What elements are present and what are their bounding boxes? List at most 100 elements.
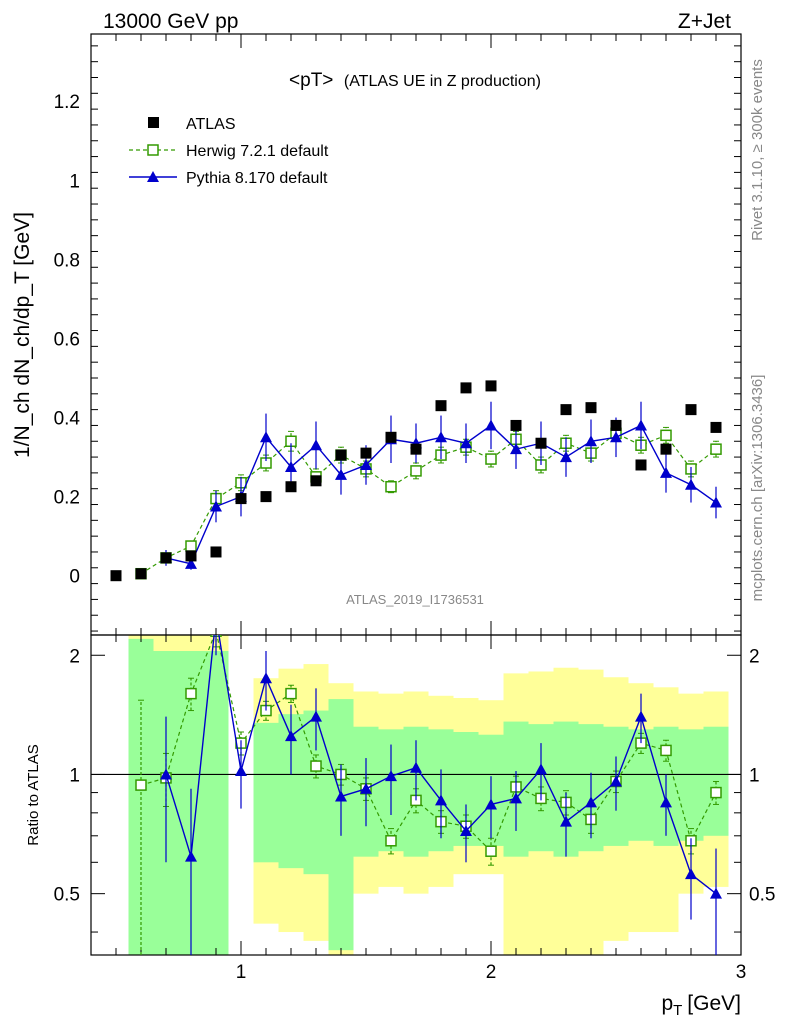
pythia-point (360, 458, 372, 470)
pythia-point (510, 443, 522, 455)
pythia-point (535, 763, 547, 775)
ratio-bands (128, 635, 729, 955)
atlas-point (560, 404, 572, 416)
pythia-point (335, 468, 347, 480)
x-axis-label-unit: [GeV] (687, 992, 741, 1015)
plot-title-main: <pT> (289, 70, 333, 91)
pythia-point (635, 710, 647, 722)
herwig-point (485, 845, 497, 857)
pythia-point (710, 496, 722, 508)
herwig-point (410, 465, 422, 477)
pythia-point (585, 796, 597, 808)
herwig-point (710, 786, 722, 799)
y-tick-label: 0.8 (54, 250, 80, 271)
pythia-point (185, 850, 197, 862)
herwig-point (385, 480, 397, 493)
atlas-point (710, 421, 722, 433)
legend: ATLAS Herwig 7.2.1 default Pythia 8.170 … (129, 116, 329, 187)
pythia-point (460, 437, 472, 449)
atlas-point (335, 449, 347, 461)
pythia-point (410, 761, 422, 773)
atlas-point (635, 459, 647, 471)
pythia-point (210, 500, 222, 512)
herwig-point (485, 453, 497, 465)
y-tick-label: 0.6 (54, 329, 80, 350)
ratio-y-tick-label-right: 1 (749, 765, 760, 786)
pythia-point (710, 887, 722, 899)
main-plot-data (110, 380, 722, 582)
pythia-point (685, 868, 697, 880)
atlas-point (210, 546, 222, 558)
y-tick-label: 0.4 (54, 409, 81, 430)
main-y-axis-label-text: 1/N_ch dN_ch/dp_T [GeV] (11, 212, 34, 458)
atlas-point (160, 552, 172, 564)
herwig-point (310, 760, 322, 772)
x-tick-label: 1 (236, 962, 247, 983)
axis-tick-labels: 1 2 3 0 0.2 0.4 0.6 0.8 1 1.2 0.5 0.5 1 1 2 2 (54, 92, 776, 983)
pythia-point (185, 557, 197, 569)
atlas-point (110, 570, 122, 582)
atlas-point (535, 437, 547, 449)
herwig-point (660, 429, 672, 442)
main-y-axis-label: 1/N_ch dN_ch/dp_T [GeV] (11, 212, 34, 458)
y-tick-label: 1.2 (54, 92, 80, 113)
herwig-point (660, 744, 672, 757)
herwig-point (710, 443, 722, 455)
pythia-point (660, 466, 672, 478)
header-right: Z+Jet (678, 10, 731, 33)
pythia-point (385, 770, 397, 782)
atlas-point (435, 400, 447, 412)
x-axis-label-base: p (661, 992, 673, 1015)
plot-title: <pT> (ATLAS UE in Z production) (289, 70, 541, 91)
atlas-point (410, 443, 422, 455)
pythia-point (635, 419, 647, 431)
x-axis-label-sub: T (673, 1002, 682, 1019)
atlas-point (460, 382, 472, 394)
pythia-point (560, 815, 572, 827)
side-label-rivet: Rivet 3.1.10, ≥ 300k events (749, 59, 766, 241)
atlas-point (135, 568, 147, 580)
herwig-line (140, 635, 717, 853)
pythia-point (610, 431, 622, 443)
pythia-point (510, 792, 522, 804)
atlas-point (685, 404, 697, 416)
pythia-point (310, 710, 322, 722)
atlas-point (585, 402, 597, 414)
pythia-point (610, 775, 622, 787)
pythia-point (435, 431, 447, 443)
ratio-y-axis-label: Ratio to ATLAS (25, 744, 42, 845)
pythia-point (210, 611, 222, 622)
ratio-plot-data (135, 611, 722, 955)
ratio-y-tick-label: 0.5 (54, 885, 80, 906)
x-tick-label: 3 (736, 962, 747, 983)
legend-pythia-marker (147, 171, 159, 182)
atlas-point (235, 493, 247, 505)
ratio-y-tick-label-right: 0.5 (749, 885, 775, 906)
atlas-point (610, 419, 622, 431)
herwig-point (135, 779, 147, 791)
atlas-point (485, 380, 497, 392)
y-tick-label: 0 (69, 567, 80, 588)
y-tick-label: 0.2 (54, 488, 80, 509)
header-left: 13000 GeV pp (103, 10, 238, 33)
atlas-point (360, 447, 372, 459)
legend-herwig-marker (147, 144, 159, 156)
pythia-point (660, 796, 672, 808)
pythia-point (310, 439, 322, 451)
pythia-point (360, 782, 372, 794)
legend-atlas-label: ATLAS (186, 116, 236, 133)
herwig-point (185, 687, 197, 700)
atlas-point (385, 431, 397, 443)
pythia-point (235, 765, 247, 777)
pythia-point (485, 798, 497, 810)
pythia-point (435, 794, 447, 806)
analysis-watermark: ATLAS_2019_I1736531 (346, 592, 484, 607)
pythia-point (585, 435, 597, 447)
pythia-point (260, 672, 272, 684)
band-inner-22 (678, 729, 704, 841)
atlas-point (285, 481, 297, 493)
herwig-line (140, 432, 717, 575)
atlas-point (310, 475, 322, 487)
x-tick-label: 2 (486, 962, 497, 983)
pythia-point (335, 790, 347, 802)
